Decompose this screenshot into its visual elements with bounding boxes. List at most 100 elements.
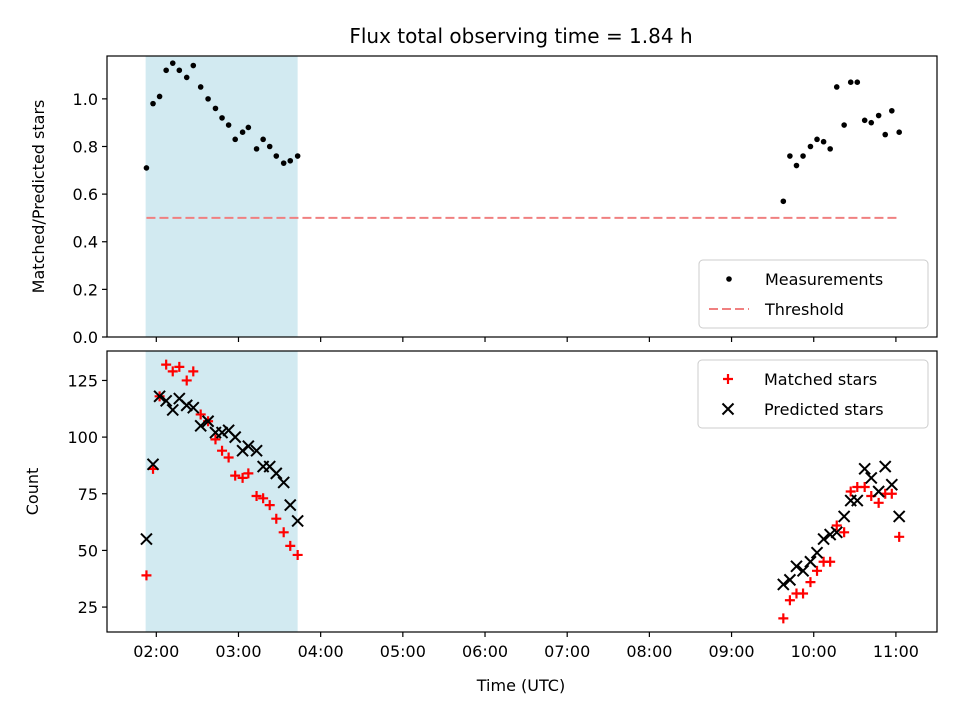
predicted-star-point — [858, 462, 871, 476]
predicted-star-point — [810, 546, 824, 559]
measurement-point — [889, 107, 895, 114]
y-tick-label: 1.0 — [73, 90, 98, 109]
predicted-star-point — [865, 471, 878, 485]
measurement-point — [190, 62, 197, 69]
predicted-star-point — [187, 401, 200, 414]
measurement-point — [833, 84, 840, 90]
predicted-star-point — [830, 526, 843, 539]
measurement-point — [861, 117, 868, 124]
matched-star-point — [167, 366, 178, 377]
measurement-point — [225, 122, 232, 128]
predicted-star-point — [159, 394, 173, 408]
predicted-star-point — [215, 426, 229, 439]
observing-window-shade — [145, 351, 298, 632]
predicted-star-point — [153, 390, 166, 403]
matched-star-point — [784, 595, 795, 606]
legend-measurement-swatch — [726, 276, 732, 282]
measurement-point — [807, 143, 814, 150]
count-panel: 25 50 75 100 125 02:00 03:00 04:00 05:00 06:00 07:… — [23, 350, 938, 661]
measurement-point — [793, 162, 800, 169]
measurement-point — [820, 138, 827, 145]
predicted-star-point — [885, 478, 899, 491]
matched-star-point — [161, 359, 172, 370]
matched-star-point — [778, 613, 789, 624]
x-tick-label: 11:00 — [873, 642, 919, 661]
predicted-star-point — [817, 532, 830, 546]
matched-star-point — [859, 481, 870, 492]
measurement-point — [800, 153, 806, 159]
measurement-point — [787, 153, 793, 159]
matched-star-point — [805, 577, 816, 588]
predicted-star-point — [291, 514, 304, 528]
measurement-point — [150, 100, 156, 107]
measurement-point — [205, 96, 211, 102]
matched-star-point — [825, 556, 836, 567]
matched-star-point — [258, 493, 269, 504]
y-tick-label: 0.4 — [73, 233, 98, 252]
matched-star-point — [243, 468, 254, 479]
y-axis-label: Count — [23, 468, 42, 516]
measurement-point — [847, 79, 854, 85]
measurement-point — [896, 129, 902, 136]
plot-frame — [106, 350, 938, 633]
legend: Matched stars Predicted stars — [697, 359, 929, 429]
measurement-point — [854, 79, 861, 85]
measurement-point — [156, 93, 163, 100]
measurement-point — [212, 105, 219, 112]
matched-star-point — [188, 366, 199, 377]
matched-star-point — [271, 513, 282, 524]
matched-star-point — [845, 486, 856, 497]
matched-star-point — [237, 472, 248, 483]
measurement-point — [197, 84, 204, 90]
matched-star-point — [264, 500, 275, 511]
matched-star-point — [223, 452, 234, 463]
matched-star-point — [886, 488, 897, 499]
x-tick-label: 06:00 — [462, 642, 508, 661]
x-tick-label: 10:00 — [791, 642, 837, 661]
matched-star-point — [181, 375, 192, 386]
predicted-star-point — [851, 494, 864, 507]
measurement-point — [169, 60, 176, 66]
measurement-point — [868, 119, 875, 126]
matched-star-point — [894, 531, 905, 542]
x-tick-label: 08:00 — [626, 642, 672, 661]
legend-label: Predicted stars — [764, 400, 884, 419]
observing-window-shade — [145, 56, 298, 337]
measurement-point — [827, 146, 833, 152]
predicted-star-point — [837, 510, 851, 523]
predicted-star-point — [777, 578, 790, 591]
measurement-point — [239, 129, 246, 136]
measurement-point — [287, 157, 294, 164]
y-tick-label: 0.8 — [73, 137, 98, 156]
predicted-star-point — [228, 430, 242, 444]
measurement-point — [143, 165, 150, 171]
predicted-star-point — [892, 510, 906, 523]
predicted-star-point — [872, 485, 885, 498]
measurement-point — [780, 198, 787, 205]
measurement-point — [266, 143, 273, 150]
y-tick-label: 0.6 — [73, 185, 98, 204]
measurement-point — [183, 74, 190, 81]
matched-star-point — [873, 497, 884, 508]
legend-label: Measurements — [765, 270, 883, 289]
matched-star-point — [230, 470, 241, 481]
predicted-star-point — [823, 528, 837, 541]
x-tick-label: 07:00 — [544, 642, 590, 661]
matched-star-point — [251, 491, 262, 502]
measurement-point — [245, 124, 252, 131]
x-axis-label: Time (UTC) — [476, 676, 565, 695]
predicted-star-point — [194, 419, 207, 432]
y-tick-label: 100 — [67, 428, 98, 447]
measurement-point — [260, 136, 266, 143]
legend-box — [697, 359, 929, 429]
measurement-point — [273, 153, 280, 159]
predicted-star-point — [270, 467, 283, 480]
measurement-point — [841, 122, 847, 128]
ratio-panel: 0.0 0.2 0.4 0.6 0.8 1.0 Matched/Predicted star… — [29, 55, 938, 347]
matched-star-point — [195, 409, 206, 420]
plot-frame — [106, 55, 938, 338]
legend-matched-swatch — [723, 374, 733, 384]
predicted-star-point — [796, 564, 810, 578]
matched-star-point — [278, 527, 289, 538]
